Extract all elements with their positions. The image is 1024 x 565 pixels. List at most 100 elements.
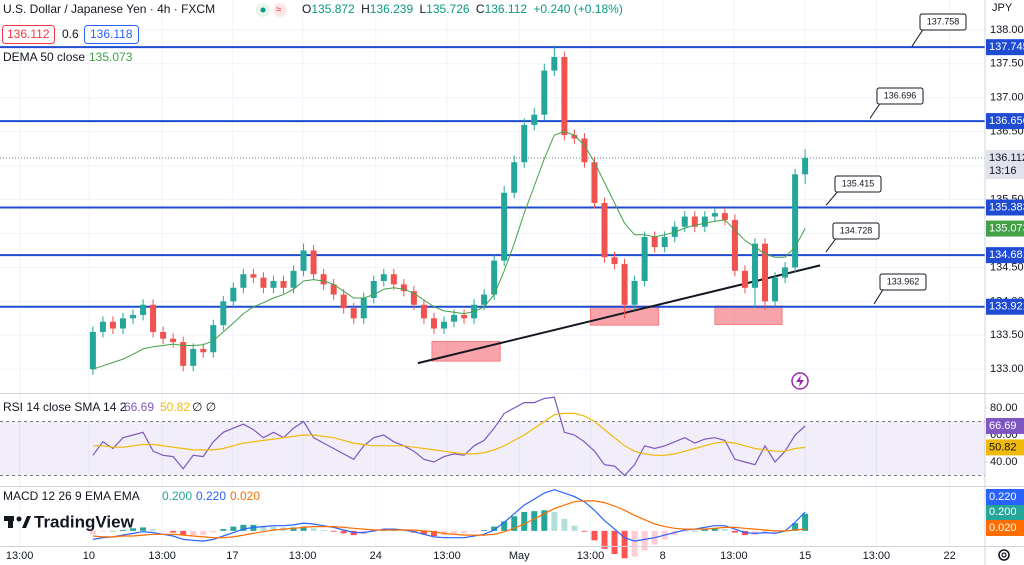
symbol-title: U.S. Dollar / Japanese Yen · 4h · FXCM — [3, 2, 215, 16]
candle-body — [390, 274, 397, 285]
candle-body — [451, 314, 458, 322]
axis-tag: 135.073 — [989, 222, 1024, 234]
candle-body — [641, 236, 648, 282]
axis-tag-box — [986, 199, 1024, 216]
callout-pointer — [873, 287, 885, 305]
candle-body — [89, 331, 96, 370]
market-dot — [260, 7, 266, 13]
macd-histogram-bar — [561, 518, 568, 531]
candle-body — [210, 325, 217, 353]
axis-tag: 0.020 — [989, 522, 1017, 534]
callout-label: 136.696 — [884, 90, 917, 100]
ask-box[interactable] — [84, 25, 139, 44]
gear — [998, 549, 1010, 561]
support-zone — [714, 305, 783, 325]
candle-body — [290, 270, 297, 288]
data-status — [273, 3, 287, 17]
macd-histogram-bar — [802, 513, 809, 531]
candle-body — [140, 304, 147, 315]
callout-box — [834, 175, 882, 193]
ohlc: O135.872 H136.239 L135.726 C136.112 +0.2… — [302, 2, 623, 16]
settings-icon[interactable] — [998, 549, 1010, 561]
candle-body — [792, 174, 799, 268]
candle-body — [190, 348, 197, 366]
y-tick-label: 80.00 — [990, 402, 1018, 414]
macd-histogram-bar — [260, 525, 267, 531]
candle-body — [651, 236, 658, 248]
macd-histogram-bar — [150, 529, 157, 531]
axis-tag-box — [986, 39, 1024, 56]
macd-histogram-bar — [531, 511, 538, 531]
macd-histogram-bar — [290, 527, 297, 531]
logo-mark — [16, 516, 22, 522]
logo-text: TradingView — [34, 512, 135, 531]
macd-histogram-bar — [501, 521, 508, 531]
axis-tag: 0.220 — [989, 491, 1017, 503]
logo[interactable]: TradingView — [4, 512, 135, 531]
candle-body — [521, 124, 528, 163]
spread: 0.6 — [62, 27, 79, 41]
candle-body — [420, 304, 427, 319]
macd-histogram-bar — [641, 530, 648, 551]
macd-histogram-bar — [190, 530, 197, 536]
macd-histogram-bar — [601, 530, 608, 549]
ask: 136.118 — [90, 27, 133, 41]
rsi-extra: ∅ ∅ — [192, 400, 216, 414]
plot-area: 137.758 136.696 135.415 134.728 133.962 — [0, 0, 985, 559]
candle-body — [481, 294, 488, 305]
macd-histogram-bar — [581, 530, 588, 532]
candle-body — [410, 291, 417, 305]
ohlc-letter: C — [476, 2, 485, 16]
rsi-value: 66.69 — [124, 400, 154, 414]
ohlc-letter: O — [302, 2, 311, 16]
candle-body — [621, 264, 628, 305]
alert-icon[interactable] — [791, 372, 809, 390]
candle-body — [661, 236, 668, 248]
candle-body — [180, 342, 187, 366]
candle-body — [741, 270, 748, 288]
candle-body — [772, 277, 779, 302]
bid-box[interactable] — [2, 25, 55, 44]
candle-body — [230, 287, 237, 302]
axis-tag-box — [986, 520, 1024, 536]
candle-body — [430, 318, 437, 329]
x-tick-label: 13:00 — [148, 550, 176, 562]
candle-body — [561, 57, 568, 136]
callout-box — [879, 273, 927, 291]
y-tick-label: 133.000 — [990, 363, 1024, 375]
axis-tag-box — [986, 439, 1024, 456]
axis-tag: 0.200 — [989, 506, 1017, 518]
candle-body — [370, 281, 377, 298]
ohlc-letter: L — [419, 2, 426, 16]
candle-body — [99, 321, 106, 332]
x-tick-label: 13:00 — [720, 550, 748, 562]
ohlc-value: 135.872 — [311, 2, 355, 16]
candle-body — [170, 338, 177, 343]
macd-histogram-bar — [511, 516, 518, 531]
candle-body — [440, 321, 447, 329]
axis-tag-box — [986, 504, 1024, 520]
macd-histogram-bar — [451, 530, 458, 535]
logo-mark — [22, 516, 31, 528]
candle-body — [802, 158, 809, 175]
candle-body — [130, 314, 137, 319]
candle-body — [250, 274, 257, 278]
candle-body — [330, 284, 337, 295]
x-tick-label: 10 — [83, 550, 95, 562]
macd-histogram-bar — [551, 512, 558, 531]
macd-histogram-bar — [400, 530, 407, 532]
macd-histogram-bar — [240, 524, 247, 531]
rsi-title: RSI 14 close SMA 14 2 — [3, 400, 127, 414]
macd-histogram-bar — [631, 530, 638, 557]
data-status-icon: ≈ — [276, 5, 282, 16]
macd-histogram-bar — [99, 530, 106, 532]
axis-tag: 136.656 — [989, 115, 1024, 127]
candle-body — [541, 70, 548, 115]
x-tick-label: 8 — [660, 550, 666, 562]
legend-header: U.S. Dollar / Japanese Yen · 4h · FXCM ≈… — [2, 2, 809, 531]
candle-body — [691, 216, 698, 227]
macd-histogram-bar — [340, 530, 347, 534]
macd-histogram-bar — [140, 527, 147, 531]
last-price-label: 136.112 — [989, 152, 1024, 164]
